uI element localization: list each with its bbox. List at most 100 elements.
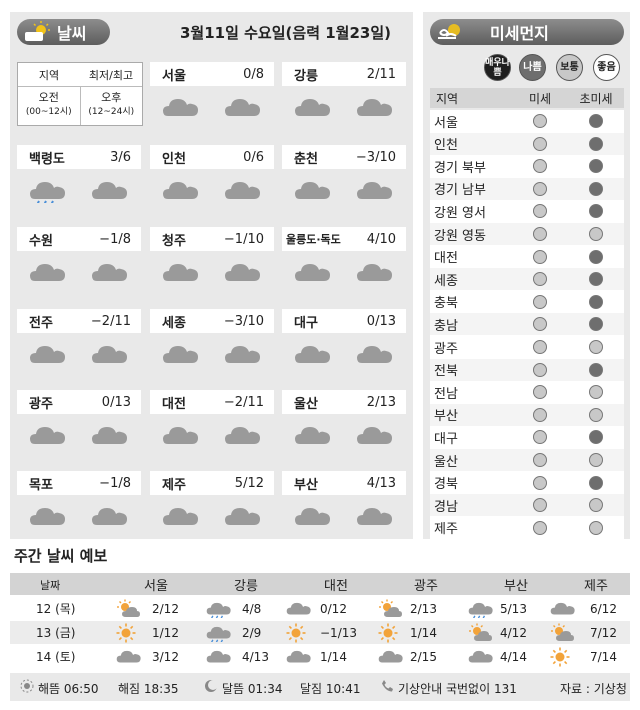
- weekly-city-header: 제주: [584, 579, 608, 594]
- pm25-level-dot: [589, 204, 603, 219]
- pm10-level-dot: [533, 294, 547, 309]
- cloud-icon: [294, 505, 332, 525]
- legend-pm-label: 오후: [101, 91, 122, 104]
- cloud-icon: [29, 505, 67, 525]
- city-card-ulsan: 울산 2/13: [282, 390, 406, 454]
- sun-icon: [116, 621, 136, 644]
- cloud-icon: [468, 645, 494, 668]
- city-name: 수원: [29, 233, 53, 249]
- cloud-icon: [91, 505, 129, 525]
- city-card-daegu: 대구 0/13: [282, 309, 406, 373]
- pm-legend-very-bad: 매우나쁨: [484, 54, 511, 81]
- sun-cloud-icon: [378, 597, 402, 620]
- city-card-incheon: 인천 0/6: [150, 145, 274, 209]
- cloud-icon: [162, 424, 200, 444]
- city-name: 제주: [162, 477, 186, 493]
- weekly-temp: 4/13: [242, 649, 269, 664]
- pm10-cell: [512, 475, 568, 490]
- city-card-busan: 부산 4/13: [282, 471, 406, 535]
- cloud-icon: [29, 424, 67, 444]
- date-label: 3월11일 수요일(음력 1월23일): [180, 24, 391, 42]
- city-name: 목포: [29, 477, 53, 493]
- pm10-level-dot: [533, 136, 547, 151]
- legend-am: 오전 (00~12시): [18, 87, 81, 125]
- pm10-cell: [512, 340, 568, 354]
- cloud-icon: [162, 343, 200, 363]
- pm10-level-dot: [533, 430, 547, 445]
- pm-header-pm10: 미세: [528, 91, 552, 106]
- pm-row: 경남: [430, 494, 624, 518]
- pm10-cell: [512, 181, 568, 196]
- cloud-icon: [29, 343, 67, 363]
- city-temp: 4/13: [366, 475, 396, 491]
- weekly-temp: 5/13: [500, 601, 527, 616]
- pm10-cell: [512, 385, 568, 400]
- pm25-level-dot: [589, 475, 603, 490]
- weekly-city-header: 서울: [144, 579, 168, 594]
- pm10-level-dot: [533, 181, 547, 196]
- pm25-level-dot: [589, 272, 603, 287]
- pm25-level-dot: [589, 249, 603, 264]
- pm25-cell: [568, 181, 624, 196]
- weekly-temp: −1/13: [320, 625, 358, 640]
- weekly-temp: 4/12: [500, 625, 527, 640]
- pm10-level-dot: [533, 249, 547, 264]
- city-card-jeju: 제주 5/12: [150, 471, 274, 535]
- cloud-icon: [294, 179, 332, 199]
- pm25-cell: [568, 475, 624, 490]
- pm-row: 세종: [430, 268, 624, 292]
- cloud-icon: [356, 261, 394, 281]
- city-card-ulleungdo: 울릉도·독도 4/10: [282, 227, 406, 291]
- pm25-level-dot: [589, 407, 603, 422]
- weekly-temp: 6/12: [590, 601, 617, 616]
- weather-title: 날씨: [57, 24, 87, 43]
- pm-row: 대전: [430, 245, 624, 269]
- weekly-city-header: 대전: [324, 579, 348, 594]
- city-temp: 2/13: [366, 394, 396, 410]
- pm25-cell: [568, 317, 624, 332]
- city-card-daejeon: 대전 −2/11: [150, 390, 274, 454]
- pm10-cell: [512, 204, 568, 219]
- weekly-temp: 2/9: [242, 625, 262, 640]
- pm10-cell: [512, 520, 568, 535]
- cloud-icon: [224, 424, 262, 444]
- city-temp: 0/13: [101, 394, 131, 410]
- pm-legend-bad: 나쁨: [519, 54, 546, 81]
- city-card-mokpo: 목포 −1/8: [17, 471, 141, 535]
- pm-region: 강원 영동: [434, 228, 486, 244]
- pm-region: 세종: [434, 273, 458, 289]
- weekly-row: 13 (금) 1/12 2/9 −1/13 1/14 4/12 7/12: [10, 621, 630, 644]
- sunrise-text: 해뜸 06:50: [38, 682, 99, 696]
- cloud-icon: [91, 424, 129, 444]
- weather-legend: 지역 최저/최고 오전 (00~12시) 오후 (12~24시): [17, 62, 143, 126]
- pm10-level-dot: [533, 453, 547, 467]
- pm25-level-dot: [589, 430, 603, 445]
- phone-icon: [380, 679, 394, 696]
- cloud-icon: [294, 424, 332, 444]
- city-card-suwon: 수원 −1/8: [17, 227, 141, 291]
- weekly-header: 날짜 서울 강릉 대전 광주 부산 제주: [10, 573, 630, 595]
- city-name: 부산: [294, 477, 318, 493]
- pm25-cell: [568, 362, 624, 377]
- pm-region: 경남: [434, 499, 458, 515]
- cloud-icon: [91, 179, 129, 199]
- cloud-icon: [286, 645, 312, 668]
- city-name: 청주: [162, 233, 186, 249]
- weekly-temp: 0/12: [320, 601, 347, 616]
- sun-cloud-icon: [550, 621, 574, 644]
- sun-icon: [20, 679, 34, 696]
- city-temp: 0/13: [366, 313, 396, 329]
- pm-row: 울산: [430, 449, 624, 472]
- city-temp: −1/8: [99, 231, 131, 247]
- city-card-cheongju: 청주 −1/10: [150, 227, 274, 291]
- cloud-icon: [224, 179, 262, 199]
- pm10-cell: [512, 159, 568, 174]
- weekly-temp: 4/8: [242, 601, 262, 616]
- pm25-level-dot: [589, 317, 603, 332]
- rain-cloud-icon: [206, 621, 232, 644]
- pm-region: 대구: [434, 431, 458, 447]
- sunset-text: 해짐 18:35: [118, 682, 179, 696]
- city-temp: 2/11: [366, 66, 396, 82]
- pm-region: 경기 북부: [434, 160, 486, 176]
- pm10-cell: [512, 453, 568, 467]
